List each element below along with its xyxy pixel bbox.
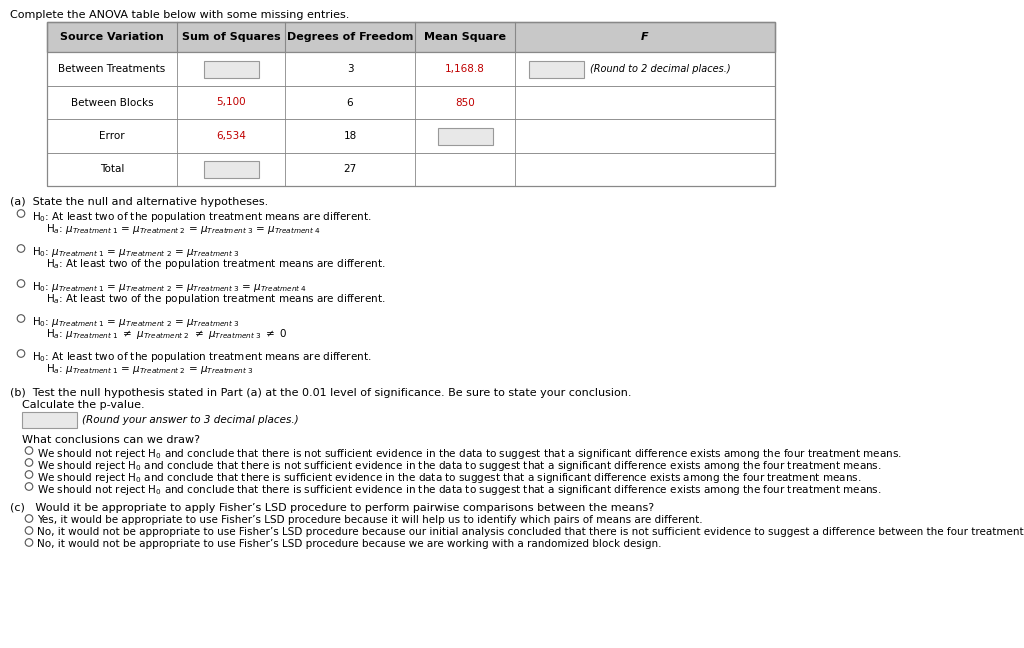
Text: Source Variation: Source Variation: [60, 32, 164, 42]
Bar: [204, 60, 258, 78]
Text: 6: 6: [347, 97, 353, 108]
Bar: [47, 86, 775, 119]
Text: No, it would not be appropriate to use Fisher’s LSD procedure because our initia: No, it would not be appropriate to use F…: [37, 527, 1024, 537]
Text: F: F: [641, 32, 649, 42]
Text: We should reject H$_0$ and conclude that there is not sufficient evidence in the: We should reject H$_0$ and conclude that…: [37, 459, 882, 473]
Text: H$_a$: $\mu_{Treatment\ 1}$ = $\mu_{Treatment\ 2}$ = $\mu_{Treatment\ 3}$: H$_a$: $\mu_{Treatment\ 1}$ = $\mu_{Trea…: [46, 362, 253, 376]
Text: H$_a$: At least two of the population treatment means are different.: H$_a$: At least two of the population tr…: [46, 257, 385, 271]
Text: 3: 3: [347, 64, 353, 74]
Text: 27: 27: [343, 165, 356, 174]
Bar: [204, 161, 258, 178]
Text: Error: Error: [99, 131, 125, 141]
Text: We should reject H$_0$ and conclude that there is sufficient evidence in the dat: We should reject H$_0$ and conclude that…: [37, 471, 861, 485]
Bar: [437, 128, 493, 145]
Text: 850: 850: [455, 97, 475, 108]
Text: (a)  State the null and alternative hypotheses.: (a) State the null and alternative hypot…: [10, 197, 268, 207]
Bar: [47, 119, 775, 153]
Text: H$_a$: At least two of the population treatment means are different.: H$_a$: At least two of the population tr…: [46, 292, 385, 306]
Text: H$_0$: At least two of the population treatment means are different.: H$_0$: At least two of the population tr…: [32, 210, 372, 224]
Text: H$_0$: $\mu_{Treatment\ 1}$ = $\mu_{Treatment\ 2}$ = $\mu_{Treatment\ 3}$ = $\mu: H$_0$: $\mu_{Treatment\ 1}$ = $\mu_{Trea…: [32, 280, 307, 294]
Text: (c)   Would it be appropriate to apply Fisher’s LSD procedure to perform pairwis: (c) Would it be appropriate to apply Fis…: [10, 503, 654, 513]
Text: 6,534: 6,534: [216, 131, 246, 141]
Bar: [47, 22, 775, 186]
Bar: [47, 153, 775, 186]
Bar: [47, 22, 775, 52]
Text: Calculate the p-value.: Calculate the p-value.: [22, 400, 144, 410]
Text: H$_0$: $\mu_{Treatment\ 1}$ = $\mu_{Treatment\ 2}$ = $\mu_{Treatment\ 3}$: H$_0$: $\mu_{Treatment\ 1}$ = $\mu_{Trea…: [32, 315, 240, 329]
Text: Total: Total: [99, 165, 124, 174]
Text: No, it would not be appropriate to use Fisher’s LSD procedure because we are wor: No, it would not be appropriate to use F…: [37, 539, 662, 549]
Text: 5,100: 5,100: [216, 97, 246, 108]
Text: Sum of Squares: Sum of Squares: [181, 32, 281, 42]
Text: We should not reject H$_0$ and conclude that there is not sufficient evidence in: We should not reject H$_0$ and conclude …: [37, 447, 902, 461]
Text: (Round your answer to 3 decimal places.): (Round your answer to 3 decimal places.): [82, 415, 299, 425]
Bar: [47, 52, 775, 86]
Bar: [529, 60, 584, 78]
Text: We should not reject H$_0$ and conclude that there is sufficient evidence in the: We should not reject H$_0$ and conclude …: [37, 483, 882, 497]
Text: 1,168.8: 1,168.8: [445, 64, 485, 74]
Text: H$_0$: $\mu_{Treatment\ 1}$ = $\mu_{Treatment\ 2}$ = $\mu_{Treatment\ 3}$: H$_0$: $\mu_{Treatment\ 1}$ = $\mu_{Trea…: [32, 245, 240, 259]
Text: H$_a$: $\mu_{Treatment\ 1}$ = $\mu_{Treatment\ 2}$ = $\mu_{Treatment\ 3}$ = $\mu: H$_a$: $\mu_{Treatment\ 1}$ = $\mu_{Trea…: [46, 222, 321, 236]
Text: Between Blocks: Between Blocks: [71, 97, 154, 108]
Bar: [22, 412, 77, 428]
Text: H$_0$: At least two of the population treatment means are different.: H$_0$: At least two of the population tr…: [32, 350, 372, 364]
Text: Complete the ANOVA table below with some missing entries.: Complete the ANOVA table below with some…: [10, 10, 349, 20]
Text: Degrees of Freedom: Degrees of Freedom: [287, 32, 414, 42]
Bar: [47, 22, 775, 52]
Text: (b)  Test the null hypothesis stated in Part (a) at the 0.01 level of significan: (b) Test the null hypothesis stated in P…: [10, 388, 632, 398]
Text: What conclusions can we draw?: What conclusions can we draw?: [22, 435, 200, 445]
Text: Between Treatments: Between Treatments: [58, 64, 166, 74]
Text: H$_a$: $\mu_{Treatment\ 1}$ $\neq$ $\mu_{Treatment\ 2}$ $\neq$ $\mu_{Treatment\ : H$_a$: $\mu_{Treatment\ 1}$ $\neq$ $\mu_…: [46, 327, 288, 341]
Text: Mean Square: Mean Square: [424, 32, 506, 42]
Text: Yes, it would be appropriate to use Fisher’s LSD procedure because it will help : Yes, it would be appropriate to use Fish…: [37, 515, 702, 525]
Text: 18: 18: [343, 131, 356, 141]
Text: (Round to 2 decimal places.): (Round to 2 decimal places.): [590, 64, 731, 74]
